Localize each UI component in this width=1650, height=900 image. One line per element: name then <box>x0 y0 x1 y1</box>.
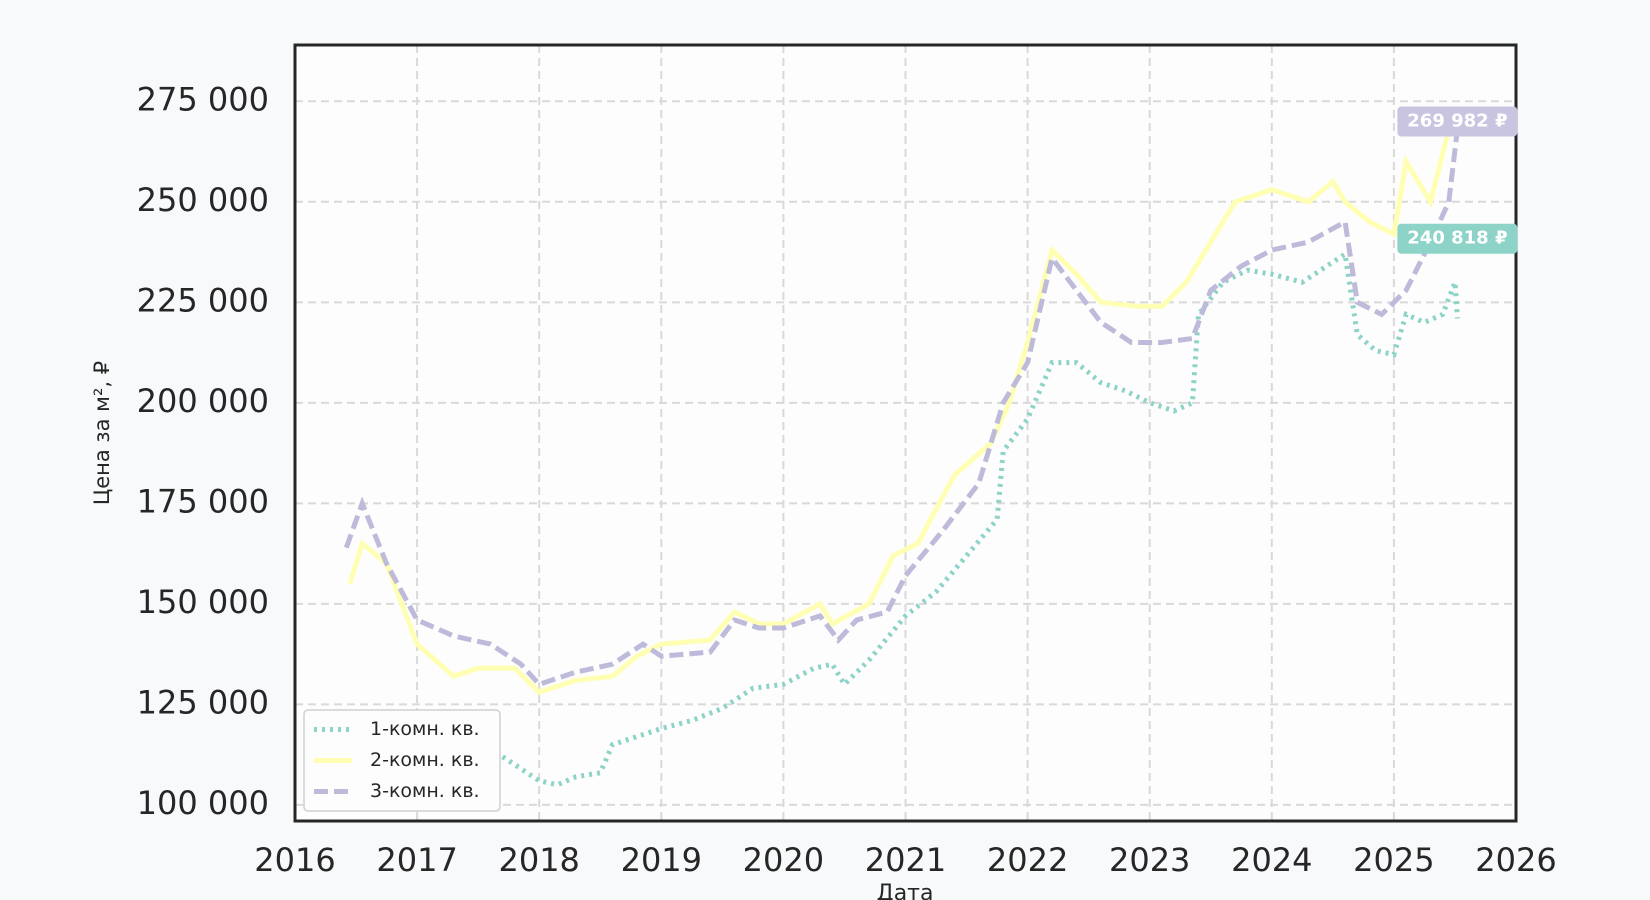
x-tick-label: 2018 <box>498 841 579 879</box>
x-tick-label: 2019 <box>621 841 702 879</box>
y-tick-label: 150 000 <box>137 583 269 621</box>
annotation-box <box>1397 106 1518 137</box>
legend-box <box>303 709 501 812</box>
x-tick-label: 2024 <box>1231 841 1312 879</box>
x-axis-label: Дата <box>877 881 934 900</box>
plot-frame <box>293 43 1518 823</box>
x-tick-label: 2020 <box>743 841 824 879</box>
x-tick-label: 2021 <box>865 841 946 879</box>
annotation-label: 240 818 ₽ <box>1407 228 1507 249</box>
y-tick-label: 125 000 <box>137 683 269 721</box>
series-line <box>343 129 1460 688</box>
y-tick-label: 200 000 <box>137 382 269 420</box>
y-tick-label: 225 000 <box>137 281 269 319</box>
y-tick-label: 175 000 <box>137 482 269 520</box>
series-line <box>501 249 1460 788</box>
y-tick-label: 250 000 <box>137 181 269 219</box>
x-tick-label: 2023 <box>1109 841 1190 879</box>
x-tick-label: 2017 <box>376 841 457 879</box>
x-tick-label: 2016 <box>254 841 335 879</box>
y-axis-label: Цена за м², ₽ <box>90 361 114 505</box>
plot-area <box>295 45 1516 821</box>
annotation-box <box>1397 223 1518 254</box>
series-line <box>347 119 1460 696</box>
y-tick-label: 275 000 <box>137 80 269 118</box>
legend-label: 3-комн. кв. <box>370 780 480 802</box>
y-tick-label: 100 000 <box>137 784 269 822</box>
legend-label: 1-комн. кв. <box>370 718 480 740</box>
x-tick-label: 2025 <box>1353 841 1434 879</box>
x-tick-label: 2026 <box>1475 841 1556 879</box>
x-tick-label: 2022 <box>987 841 1068 879</box>
annotation-label: 269 982 ₽ <box>1407 110 1507 131</box>
legend-label: 2-комн. кв. <box>370 749 480 771</box>
